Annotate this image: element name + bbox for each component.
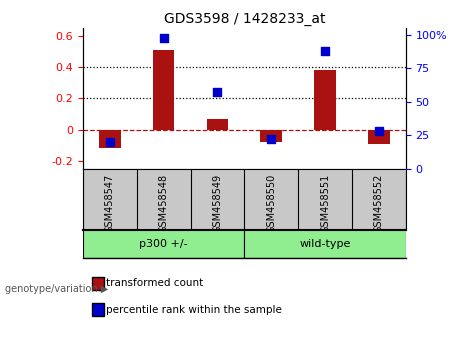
Bar: [99, 130, 121, 148]
Bar: [244, 230, 406, 258]
Point: [160, 35, 167, 40]
Bar: [368, 130, 390, 144]
Text: transformed count: transformed count: [106, 278, 203, 288]
Point: [267, 136, 275, 142]
Bar: [153, 50, 174, 130]
Point: [375, 129, 383, 134]
Bar: [207, 119, 228, 130]
Title: GDS3598 / 1428233_at: GDS3598 / 1428233_at: [164, 12, 325, 26]
Text: GSM458552: GSM458552: [374, 173, 384, 233]
Point: [321, 48, 329, 54]
Bar: [83, 230, 244, 258]
Text: GSM458547: GSM458547: [105, 173, 115, 233]
Text: GSM458550: GSM458550: [266, 173, 276, 233]
Text: percentile rank within the sample: percentile rank within the sample: [106, 305, 282, 315]
Bar: [314, 70, 336, 130]
Text: GSM458549: GSM458549: [213, 173, 223, 233]
Text: GSM458551: GSM458551: [320, 173, 330, 233]
Point: [214, 90, 221, 95]
Text: p300 +/-: p300 +/-: [139, 239, 188, 249]
Text: genotype/variation ▶: genotype/variation ▶: [5, 284, 108, 293]
Text: wild-type: wild-type: [299, 239, 351, 249]
Bar: [260, 130, 282, 142]
Text: GSM458548: GSM458548: [159, 173, 169, 233]
Point: [106, 139, 113, 145]
